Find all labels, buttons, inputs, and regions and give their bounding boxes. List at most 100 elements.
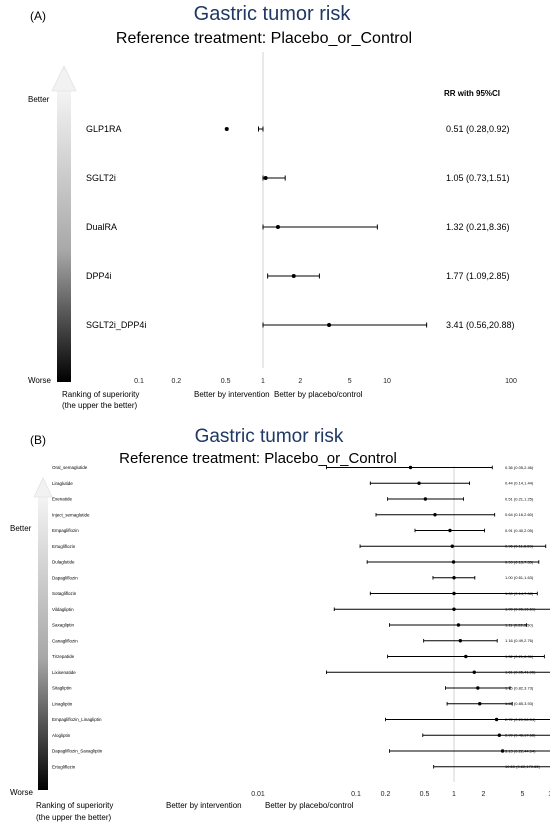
panel-a-ranking-arrow-head [51, 65, 77, 92]
panel-b-point-estimate [452, 607, 456, 611]
panel-b-point-estimate [451, 560, 456, 564]
panel-b-ranking-arrow-shaft [38, 496, 48, 790]
panel-a-tick-label: 5 [348, 378, 352, 385]
panel-b-row-label: Empagliflozin_Linagliptin [52, 717, 102, 722]
panel-b-rr-value: 0.64 (0.16,2.60) [505, 512, 534, 517]
panel-b-row: Inject_semaglutide 0.64 (0.16,2.60) [52, 512, 534, 517]
panel-b-row-label: Dulaglutide [52, 560, 75, 565]
panel-b-ranking-arrow-head [33, 477, 53, 498]
panel-b-row-label: Empagliflozin [52, 528, 79, 533]
panel-b-rr-value: 1.83 (0.85,3.93) [505, 701, 534, 706]
panel-a-point-estimate [224, 127, 229, 131]
panel-b-subtitle: Reference treatment: Placebo_or_Control [119, 450, 397, 467]
panel-b-tick-label: 0.2 [381, 791, 391, 798]
panel-b-point-estimate [423, 497, 428, 501]
panel-b-point-estimate [433, 513, 437, 517]
panel-a-column-header: RR with 95%CI [444, 89, 500, 98]
panel-b-rr-value: 0.99 (0.13,7.33) [505, 559, 534, 564]
panel-a-right-direction: Better by placebo/control [274, 390, 363, 399]
panel-b-rr-value: 1.00 (0.14,7.08) [505, 591, 534, 596]
panel-b-rr-value: 1.16 (0.49,2.76) [505, 638, 534, 643]
panel-a-row: DualRA 1.32 (0.21,8.36) [86, 222, 510, 232]
panel-a-tick-label: 2 [298, 378, 302, 385]
panel-b-point-estimate [417, 481, 421, 485]
panel-b-rr-value: 0.36 (0.05,2.46) [505, 465, 534, 470]
panel-b-tick-label: 1 [452, 791, 456, 798]
panel-a-rr-value: 1.05 (0.73,1.51) [446, 173, 510, 183]
panel-b-row-label: Alogliptin [52, 733, 71, 738]
panel-a-row: SGLT2i_DPP4i 3.41 (0.56,20.88) [86, 320, 515, 330]
panel-b-rr-value: 3.13 (0.22,44.64) [505, 748, 536, 753]
panel-a-left-direction: Better by intervention [194, 390, 270, 399]
panel-b-rr-value: 0.91 (0.40,2.05) [505, 528, 534, 533]
panel-a-rr-value: 1.32 (0.21,8.36) [446, 222, 510, 232]
panel-b-rr-value: 2.90 (0.48,17.68) [505, 733, 536, 738]
panel-b-tick-label: 10 [548, 791, 550, 798]
panel-a-point-estimate [263, 176, 268, 180]
panel-a-ranking-line-2: (the upper the better) [62, 401, 137, 410]
panel-a-rows: GLP1RA 0.51 (0.28,0.92) SGLT2i 1.05 (0.73,1… [86, 124, 515, 330]
panel-b-rr-value: 1.32 (0.21,8.36) [505, 654, 534, 659]
panel-b-ranking-line-1: Ranking of superiority [36, 801, 113, 810]
panel-a-tick-label: 0.2 [171, 378, 181, 385]
panel-b-point-estimate [450, 544, 454, 548]
panel-a-tick-label: 10 [383, 378, 391, 385]
panel-b-rows: Oral_semaglutide 0.36 (0.05,2.46) Liraglut… [52, 465, 550, 769]
panel-b-point-estimate [452, 591, 456, 596]
panel-b-row-label: Sotagliflozin [52, 591, 77, 596]
panel-b-row: Saxagliptin 1.11 (0.22,5.50) [52, 622, 534, 627]
panel-b-tick-label: 0.1 [351, 791, 361, 798]
panel-a-tick-label: 0.1 [134, 378, 144, 385]
panel-b-row-label: Dapagliflozin [52, 575, 78, 580]
panel-b-label: (B) [30, 433, 46, 447]
panel-b-point-estimate [448, 528, 452, 533]
panel-a-row-label: GLP1RA [86, 124, 122, 134]
panel-b-better-label: Better [10, 524, 32, 533]
panel-b-row-label: Exenatide [52, 497, 73, 502]
panel-b-row-label: Dapagliflozin_Saxagliptin [52, 749, 103, 754]
panel-b-title: Gastric tumor risk [195, 426, 344, 447]
panel-b-left-direction: Better by intervention [166, 801, 242, 810]
panel-a-row-label: DualRA [86, 222, 117, 232]
panel-a-x-ticks: 0.1 0.2 0.5 1 2 5 10 100 [134, 378, 517, 385]
panel-b-worse-label: Worse [10, 788, 34, 797]
panel-b-row-label: Sitagliptin [52, 686, 72, 691]
panel-a-ranking-arrow-shaft [57, 90, 71, 382]
panel-b-point-estimate [464, 654, 468, 659]
panel-a-row: SGLT2i 1.05 (0.73,1.51) [86, 173, 510, 183]
panel-b-row-label: Tirzepatide [52, 654, 75, 659]
panel-b-row-label: Liraglutide [52, 481, 73, 486]
panel-b-row: Lixisenatide 1.61 (0.05,41.96) [52, 670, 550, 675]
panel-b-tick-label: 0.5 [420, 791, 430, 798]
panel-b-rr-value: 1.61 (0.05,41.96) [505, 670, 536, 675]
panel-b-row-label: Inject_semaglutide [52, 512, 90, 517]
panel-b-rr-value: 1.00 (0.06,16.61) [505, 607, 536, 612]
panel-b-point-estimate [456, 623, 461, 627]
panel-a: (A) Gastric tumor risk Reference treatme… [28, 3, 517, 410]
panel-b-row: Canagliflozin 1.16 (0.49,2.76) [52, 638, 534, 643]
panel-b-row: Vildagliptin 1.00 (0.06,16.61) [52, 607, 550, 612]
panel-a-title: Gastric tumor risk [194, 3, 352, 25]
panel-a-point-estimate [327, 323, 332, 327]
panel-b-rr-value: 0.51 (0.21,1.25) [505, 496, 534, 501]
panel-b-rr-value: 0.96 (0.11,8.63) [505, 544, 534, 549]
panel-b-rr-value: 1.11 (0.22,5.50) [505, 622, 534, 627]
panel-b-row: Oral_semaglutide 0.36 (0.05,2.46) [52, 465, 534, 470]
panel-b-tick-label: 0.01 [251, 791, 265, 798]
panel-a-tick-label: 100 [505, 378, 517, 385]
panel-b-row: Dapagliflozin 1.00 (0.61,1.63) [52, 575, 534, 580]
panel-b-point-estimate [497, 733, 502, 737]
panel-b-row-label: Ertugliflozin [52, 544, 76, 549]
panel-b-row: Sotagliflozin 1.00 (0.14,7.08) [52, 591, 538, 596]
panel-b-point-estimate [500, 749, 505, 753]
panel-b-row: Exenatide 0.51 (0.21,1.25) [52, 496, 534, 501]
panel-a-subtitle: Reference treatment: Placebo_or_Control [116, 30, 412, 47]
panel-b-rr-value: 2.72 (0.20,36.34) [505, 717, 536, 722]
panel-b-rr-value: 10.50 (0.62,179.65) [505, 764, 541, 769]
panel-b-row: Ertugliflozin 10.50 (0.62,179.65) [52, 764, 550, 769]
panel-b-tick-label: 5 [521, 791, 525, 798]
panel-b-ranking-line-2: (the upper the better) [36, 813, 111, 822]
panel-b-row: Ertugliflozin 0.96 (0.11,8.63) [52, 544, 547, 549]
panel-a-row: DPP4i 1.77 (1.09,2.85) [86, 271, 510, 281]
